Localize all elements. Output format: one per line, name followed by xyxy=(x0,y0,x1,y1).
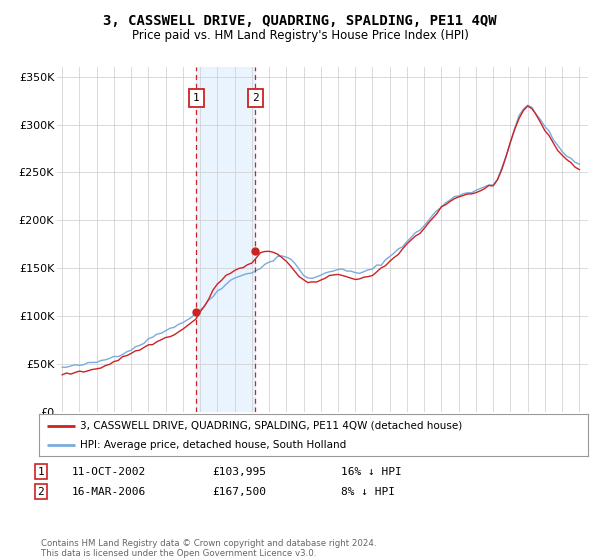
Text: 16% ↓ HPI: 16% ↓ HPI xyxy=(341,466,401,477)
Text: 2: 2 xyxy=(37,487,44,497)
Text: 3, CASSWELL DRIVE, QUADRING, SPALDING, PE11 4QW (detached house): 3, CASSWELL DRIVE, QUADRING, SPALDING, P… xyxy=(80,421,463,431)
Text: 2: 2 xyxy=(252,93,259,103)
Text: £167,500: £167,500 xyxy=(212,487,266,497)
Text: Contains HM Land Registry data © Crown copyright and database right 2024.
This d: Contains HM Land Registry data © Crown c… xyxy=(41,539,376,558)
Text: Price paid vs. HM Land Registry's House Price Index (HPI): Price paid vs. HM Land Registry's House … xyxy=(131,29,469,42)
Text: £103,995: £103,995 xyxy=(212,466,266,477)
Text: 8% ↓ HPI: 8% ↓ HPI xyxy=(341,487,395,497)
Text: HPI: Average price, detached house, South Holland: HPI: Average price, detached house, Sout… xyxy=(80,440,346,450)
Text: 1: 1 xyxy=(193,93,200,103)
Text: 1: 1 xyxy=(37,466,44,477)
Text: 16-MAR-2006: 16-MAR-2006 xyxy=(72,487,146,497)
Text: 3, CASSWELL DRIVE, QUADRING, SPALDING, PE11 4QW: 3, CASSWELL DRIVE, QUADRING, SPALDING, P… xyxy=(103,14,497,28)
Bar xyxy=(196,67,255,412)
Text: 11-OCT-2002: 11-OCT-2002 xyxy=(72,466,146,477)
